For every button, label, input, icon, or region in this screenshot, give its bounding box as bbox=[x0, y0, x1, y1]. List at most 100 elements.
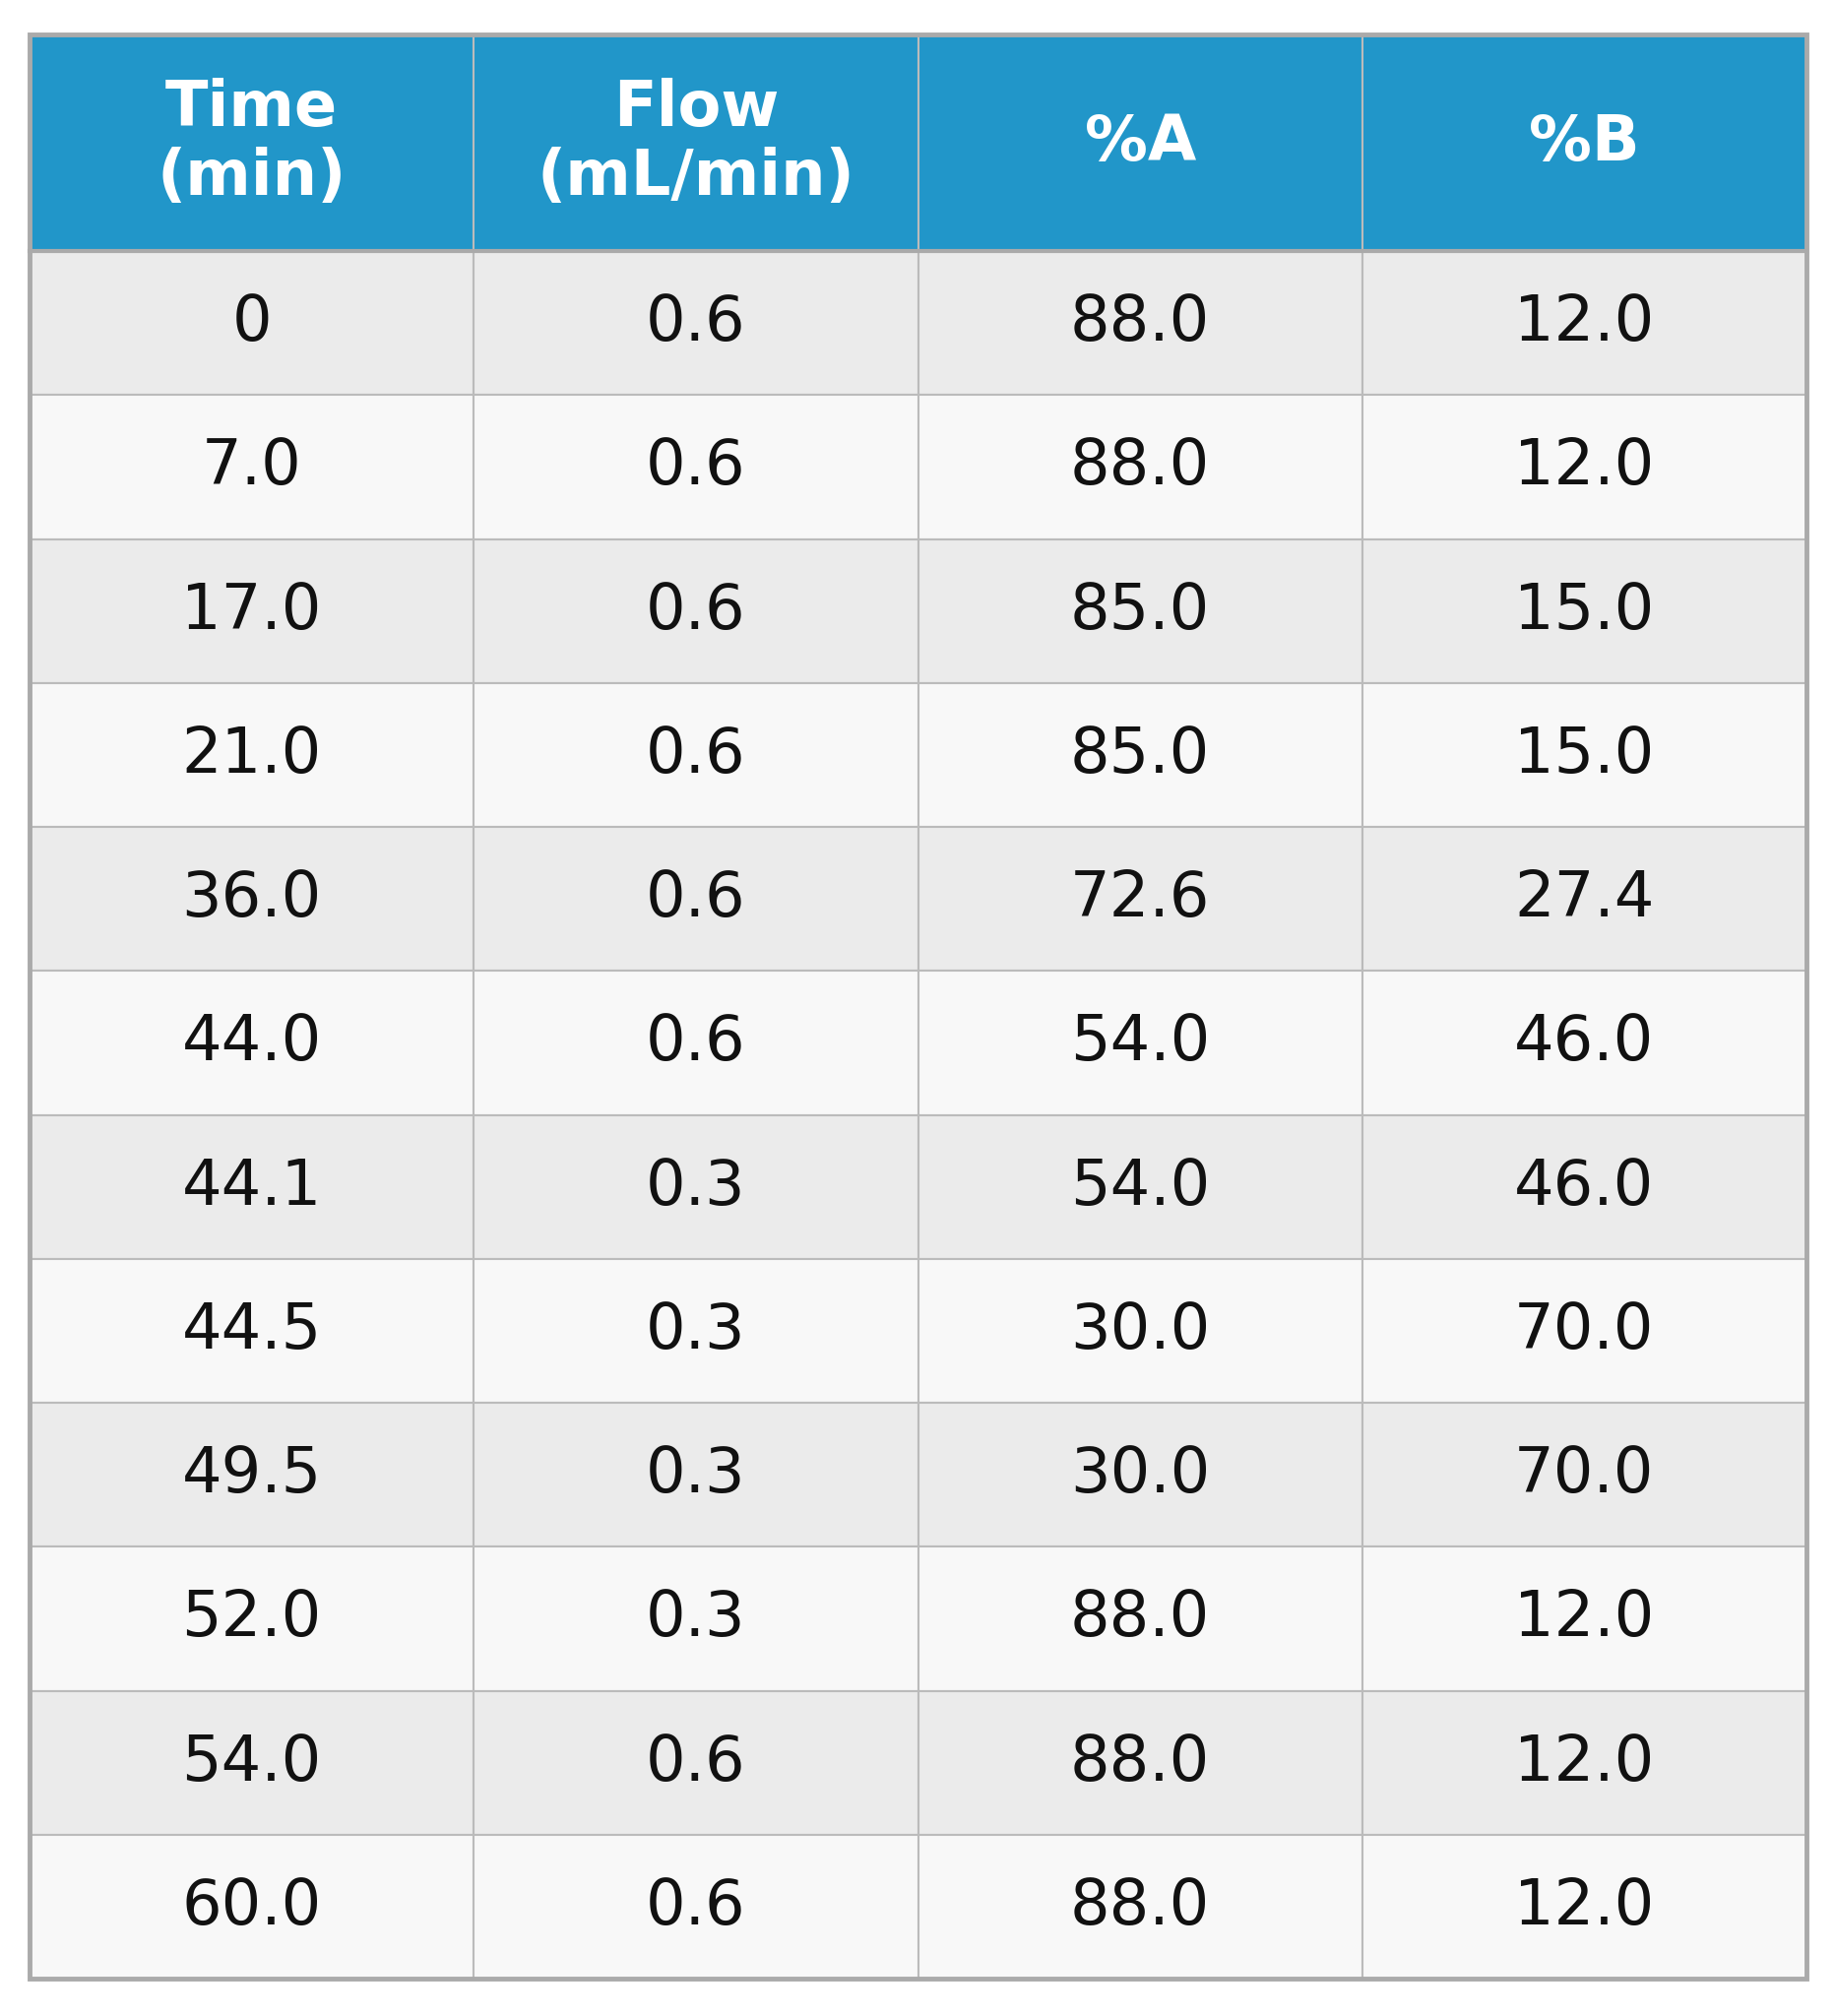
Bar bbox=[473, 1546, 918, 1691]
Bar bbox=[918, 1403, 1362, 1546]
Text: 88.0: 88.0 bbox=[1070, 1732, 1209, 1792]
Text: 15.0: 15.0 bbox=[1514, 581, 1653, 641]
Text: 12.0: 12.0 bbox=[1514, 1732, 1653, 1792]
Text: 88.0: 88.0 bbox=[1070, 1877, 1209, 1937]
Text: 12.0: 12.0 bbox=[1514, 435, 1653, 498]
Bar bbox=[29, 683, 473, 827]
Bar bbox=[29, 1403, 473, 1546]
Bar bbox=[1362, 538, 1806, 683]
Bar bbox=[473, 972, 918, 1115]
Bar bbox=[473, 34, 918, 252]
Text: 27.4: 27.4 bbox=[1514, 869, 1653, 929]
Bar bbox=[1362, 1835, 1806, 1978]
Text: 0.6: 0.6 bbox=[646, 581, 745, 641]
Text: 0.3: 0.3 bbox=[646, 1589, 745, 1649]
Text: 85.0: 85.0 bbox=[1070, 724, 1209, 786]
Bar bbox=[918, 252, 1362, 395]
Bar bbox=[473, 1835, 918, 1978]
Bar bbox=[1362, 1258, 1806, 1403]
Bar bbox=[918, 972, 1362, 1115]
Text: 60.0: 60.0 bbox=[182, 1877, 321, 1937]
Bar bbox=[29, 972, 473, 1115]
Text: 46.0: 46.0 bbox=[1514, 1157, 1653, 1218]
Text: 88.0: 88.0 bbox=[1070, 292, 1209, 353]
Bar bbox=[918, 395, 1362, 538]
Bar bbox=[918, 1691, 1362, 1835]
Bar bbox=[473, 827, 918, 972]
Bar bbox=[918, 683, 1362, 827]
Bar bbox=[473, 1115, 918, 1258]
Bar bbox=[473, 252, 918, 395]
Text: 88.0: 88.0 bbox=[1070, 1589, 1209, 1649]
Bar bbox=[1362, 972, 1806, 1115]
Bar bbox=[1362, 683, 1806, 827]
Bar bbox=[1362, 1115, 1806, 1258]
Text: 72.6: 72.6 bbox=[1070, 869, 1209, 929]
Bar bbox=[29, 395, 473, 538]
Text: 17.0: 17.0 bbox=[182, 581, 321, 641]
Text: 0.6: 0.6 bbox=[646, 292, 745, 353]
Text: 54.0: 54.0 bbox=[1070, 1157, 1209, 1218]
Bar bbox=[473, 1691, 918, 1835]
Text: 88.0: 88.0 bbox=[1070, 435, 1209, 498]
Text: 54.0: 54.0 bbox=[182, 1732, 321, 1792]
Text: %B: %B bbox=[1529, 113, 1639, 173]
Bar bbox=[918, 1258, 1362, 1403]
Text: 0.6: 0.6 bbox=[646, 1012, 745, 1073]
Bar bbox=[1362, 34, 1806, 252]
Bar bbox=[29, 1546, 473, 1691]
Bar bbox=[473, 1403, 918, 1546]
Text: 15.0: 15.0 bbox=[1514, 724, 1653, 786]
Text: 12.0: 12.0 bbox=[1514, 292, 1653, 353]
Text: 44.0: 44.0 bbox=[182, 1012, 321, 1073]
Bar bbox=[29, 1835, 473, 1978]
Text: 0.6: 0.6 bbox=[646, 1732, 745, 1792]
Text: 30.0: 30.0 bbox=[1070, 1300, 1209, 1361]
Text: 0.6: 0.6 bbox=[646, 1877, 745, 1937]
Text: 49.5: 49.5 bbox=[182, 1443, 321, 1506]
Bar bbox=[29, 827, 473, 972]
Bar bbox=[918, 1835, 1362, 1978]
Text: 44.1: 44.1 bbox=[182, 1157, 321, 1218]
Bar bbox=[918, 1546, 1362, 1691]
Bar bbox=[473, 1258, 918, 1403]
Bar bbox=[1362, 252, 1806, 395]
Text: 0: 0 bbox=[231, 292, 272, 353]
Bar bbox=[1362, 1691, 1806, 1835]
Bar bbox=[29, 1115, 473, 1258]
Text: 12.0: 12.0 bbox=[1514, 1877, 1653, 1937]
Text: 70.0: 70.0 bbox=[1514, 1300, 1653, 1361]
Bar bbox=[1362, 1403, 1806, 1546]
Text: 0.3: 0.3 bbox=[646, 1157, 745, 1218]
Text: Flow
(mL/min): Flow (mL/min) bbox=[536, 79, 855, 208]
Bar bbox=[918, 34, 1362, 252]
Bar bbox=[1362, 827, 1806, 972]
Text: 52.0: 52.0 bbox=[182, 1589, 321, 1649]
Text: 0.6: 0.6 bbox=[646, 435, 745, 498]
Text: 30.0: 30.0 bbox=[1070, 1443, 1209, 1506]
Bar bbox=[29, 252, 473, 395]
Text: 36.0: 36.0 bbox=[182, 869, 321, 929]
Text: 54.0: 54.0 bbox=[1070, 1012, 1209, 1073]
Text: 0.6: 0.6 bbox=[646, 869, 745, 929]
Bar bbox=[918, 1115, 1362, 1258]
Bar bbox=[473, 538, 918, 683]
Bar bbox=[473, 683, 918, 827]
Text: Time
(min): Time (min) bbox=[156, 79, 347, 208]
Bar bbox=[918, 538, 1362, 683]
Bar bbox=[29, 1691, 473, 1835]
Bar bbox=[473, 395, 918, 538]
Bar bbox=[1362, 395, 1806, 538]
Text: 0.3: 0.3 bbox=[646, 1300, 745, 1361]
Bar bbox=[918, 827, 1362, 972]
Text: 7.0: 7.0 bbox=[202, 435, 301, 498]
Bar bbox=[1362, 1546, 1806, 1691]
Text: 46.0: 46.0 bbox=[1514, 1012, 1653, 1073]
Text: 44.5: 44.5 bbox=[182, 1300, 321, 1361]
Text: 0.3: 0.3 bbox=[646, 1443, 745, 1506]
Bar bbox=[29, 1258, 473, 1403]
Text: 21.0: 21.0 bbox=[182, 724, 321, 786]
Text: 0.6: 0.6 bbox=[646, 724, 745, 786]
Text: 85.0: 85.0 bbox=[1070, 581, 1209, 641]
Text: %A: %A bbox=[1084, 113, 1195, 173]
